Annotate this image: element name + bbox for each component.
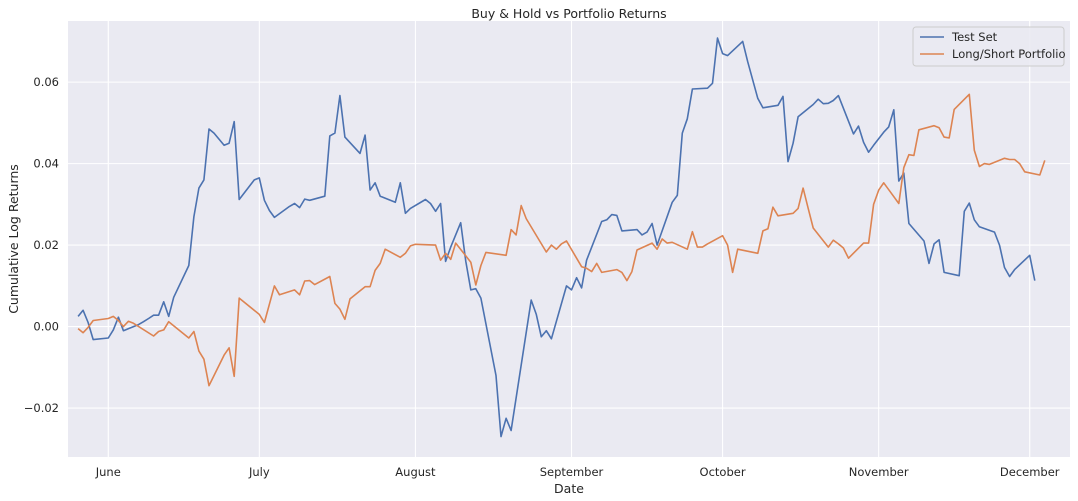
y-tick-label: −0.02 [24, 401, 59, 415]
grid-lines [68, 21, 1070, 457]
y-tick-label: 0.00 [33, 320, 59, 334]
chart-title: Buy & Hold vs Portfolio Returns [471, 6, 666, 21]
x-tick-label-june: June [95, 465, 121, 479]
y-axis-label: Cumulative Log Returns [6, 164, 21, 314]
x-tick-label-september: September [540, 465, 604, 479]
x-axis-label: Date [554, 481, 584, 496]
plot-area [68, 21, 1070, 457]
legend-box [912, 26, 1065, 67]
series-lines [77, 37, 1046, 438]
x-axis-ticks: June July August September October November De… [95, 465, 1060, 479]
y-tick-label: 0.06 [33, 75, 59, 89]
y-tick-label: 0.02 [33, 238, 59, 252]
y-axis-ticks: −0.02 0.00 0.02 0.04 0.06 [24, 75, 59, 415]
legend-label-test-set: Test Set [951, 30, 998, 44]
x-tick-label-october: October [700, 465, 746, 479]
legend: Test Set Long/Short Portfolio [912, 26, 1066, 67]
x-tick-label-december: December [1000, 465, 1060, 479]
legend-label-long-short-portfolio: Long/Short Portfolio [952, 47, 1066, 61]
series-line-test-set [77, 37, 1036, 438]
series-line-long-short-portfolio [77, 93, 1046, 387]
y-tick-label: 0.04 [33, 157, 59, 171]
x-tick-label-august: August [395, 465, 436, 479]
x-tick-label-july: July [248, 465, 270, 479]
x-tick-label-november: November [849, 465, 909, 479]
